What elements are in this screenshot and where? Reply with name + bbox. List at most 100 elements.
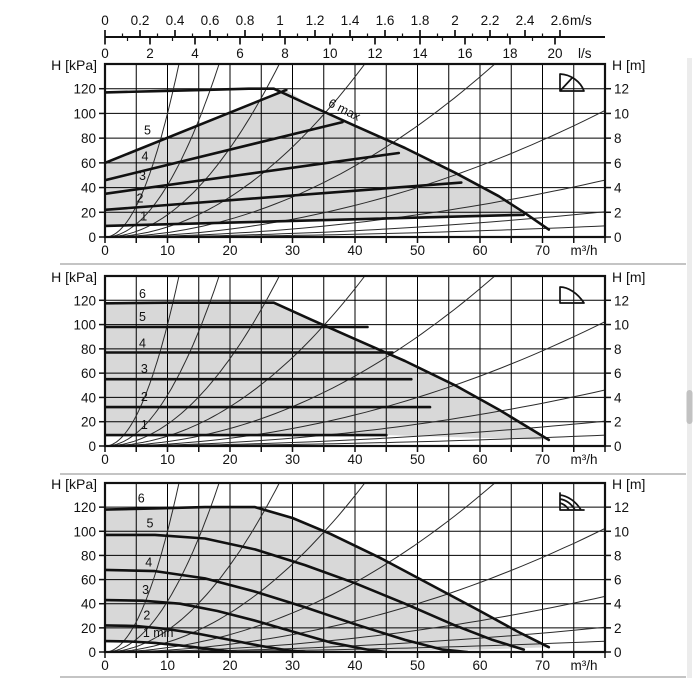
scrollbar-track (687, 58, 692, 678)
ms-tick-label: 0.2 (131, 13, 150, 28)
left-axis-title: H [kPa] (51, 57, 97, 73)
pump-curve-1-min (105, 639, 238, 652)
axis-ticks (99, 87, 611, 243)
system-curve (105, 483, 280, 652)
right-tick-label: 6 (614, 573, 622, 588)
right-tick-label: 6 (614, 366, 622, 381)
left-tick-label: 0 (88, 645, 96, 660)
icon-shape (559, 73, 585, 92)
curve-label-1-min: 1 min (143, 626, 174, 640)
x-tick-label: 40 (347, 452, 362, 467)
left-tick-label: 80 (81, 548, 96, 563)
x-tick-label: 70 (535, 658, 550, 673)
ls-tick-label: 18 (502, 46, 517, 61)
ls-tick-label: 20 (547, 46, 562, 61)
constant-curve-icon (559, 492, 585, 511)
left-tick-label: 120 (73, 500, 96, 515)
ms-tick-label: 1 (276, 13, 284, 28)
left-tick-label: 80 (81, 131, 96, 146)
x-unit-label: m³/h (571, 243, 598, 258)
system-curve (105, 64, 280, 237)
right-axis-title: H [m] (612, 57, 645, 73)
system-curve (105, 483, 496, 652)
curve-label-4: 4 (142, 149, 149, 163)
x-tick-label: 20 (222, 452, 237, 467)
x-unit-label: m³/h (571, 658, 598, 673)
system-curve (105, 110, 605, 237)
system-curve (105, 64, 220, 237)
x-tick-label: 50 (410, 243, 425, 258)
right-tick-label: 2 (614, 205, 622, 220)
x-tick-label: 0 (101, 452, 109, 467)
right-tick-label: 8 (614, 131, 622, 146)
x-tick-label: 70 (535, 452, 550, 467)
ms-unit-label: m/s (570, 13, 592, 28)
right-tick-label: 0 (614, 230, 622, 245)
curve-label-2: 2 (137, 191, 144, 205)
system-curve (105, 595, 605, 652)
right-tick-label: 8 (614, 342, 622, 357)
curve-label-2: 2 (141, 390, 148, 404)
pump-curve-3 (105, 598, 388, 652)
x-unit-label: m³/h (571, 452, 598, 467)
x-tick-label: 20 (222, 658, 237, 673)
left-tick-label: 60 (81, 156, 96, 171)
axis-ticks (99, 299, 611, 452)
right-tick-label: 0 (614, 645, 622, 660)
pump-curve-5 (105, 533, 526, 651)
left-tick-label: 20 (81, 415, 96, 430)
pump-curve-1 (105, 213, 526, 228)
right-tick-label: 2 (614, 415, 622, 430)
x-tick-label: 0 (101, 243, 109, 258)
system-curve (105, 179, 605, 237)
pump-curve-6-max (105, 87, 551, 231)
ms-tick-label: 1.6 (376, 13, 395, 28)
pump-curve-4 (105, 568, 469, 652)
left-tick-label: 100 (73, 318, 96, 333)
left-tick-label: 40 (81, 390, 96, 405)
scrollbar-thumb[interactable] (686, 390, 693, 424)
right-tick-label: 12 (614, 82, 629, 97)
x-tick-label: 60 (472, 243, 487, 258)
x-tick-label: 10 (160, 243, 175, 258)
x-tick-label: 50 (410, 452, 425, 467)
proportional-pressure-icon (559, 73, 585, 92)
right-tick-label: 4 (614, 390, 622, 405)
left-axis-title: H [kPa] (51, 476, 97, 492)
right-tick-label: 4 (614, 181, 622, 196)
left-tick-label: 100 (73, 524, 96, 539)
x-tick-label: 20 (222, 243, 237, 258)
right-axis-title: H [m] (612, 476, 645, 492)
x-tick-label: 30 (285, 243, 300, 258)
system-curve (105, 276, 496, 446)
right-tick-label: 10 (614, 106, 629, 121)
x-tick-label: 40 (347, 243, 362, 258)
x-tick-label: 40 (347, 658, 362, 673)
x-tick-label: 70 (535, 243, 550, 258)
ls-tick-label: 12 (367, 46, 382, 61)
right-tick-label: 10 (614, 318, 629, 333)
x-tick-label: 10 (160, 658, 175, 673)
curve-label-1: 1 (141, 418, 148, 432)
pump-curve-6 (105, 301, 551, 442)
x-tick-label: 30 (285, 452, 300, 467)
icon-shape (559, 286, 585, 304)
curve-label-1: 1 (140, 209, 147, 223)
right-tick-label: 6 (614, 156, 622, 171)
ms-tick-label: 0 (101, 13, 109, 28)
ls-tick-label: 14 (412, 46, 428, 61)
left-tick-label: 0 (88, 439, 96, 454)
system-curve (105, 483, 366, 652)
left-tick-label: 60 (81, 366, 96, 381)
curve-label-5: 5 (139, 310, 146, 324)
left-tick-label: 60 (81, 573, 96, 588)
curve-label-5: 5 (147, 517, 154, 531)
ms-tick-label: 0.8 (236, 13, 255, 28)
right-tick-label: 10 (614, 524, 629, 539)
curve-label-6: 6 (138, 491, 145, 505)
